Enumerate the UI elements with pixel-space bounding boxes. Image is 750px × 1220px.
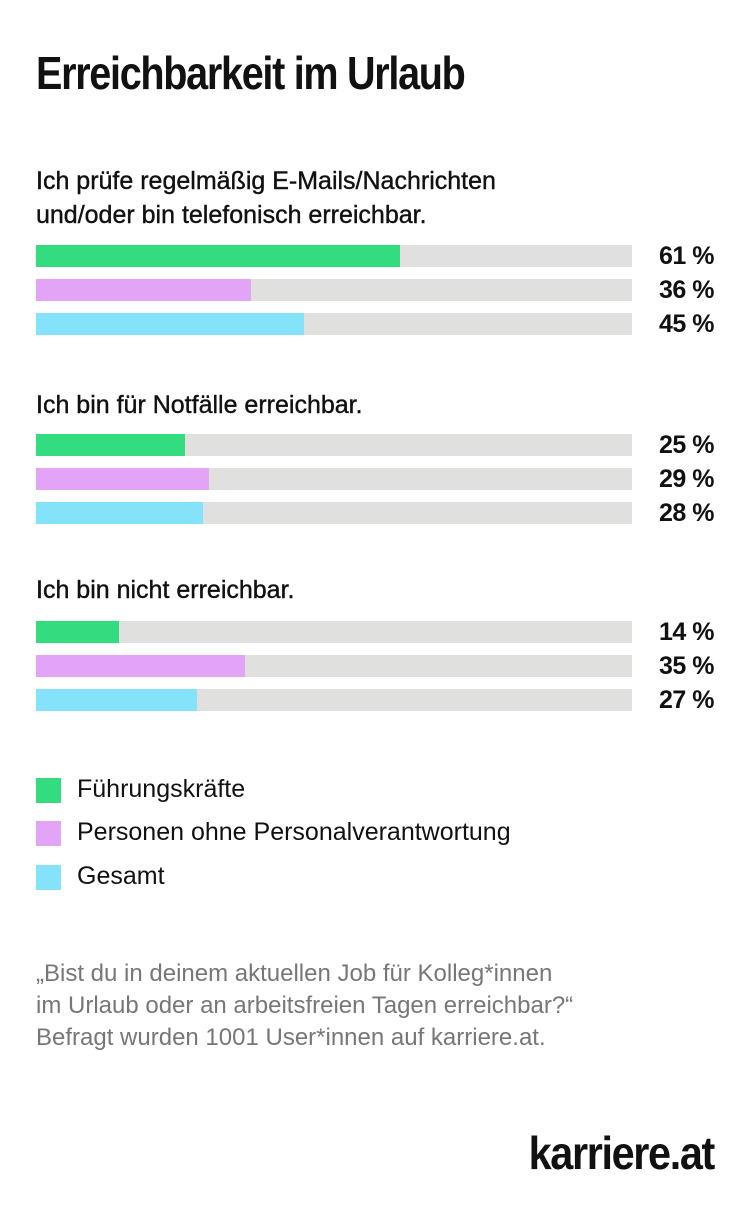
bar (36, 689, 197, 711)
survey-note-line: Befragt wurden 1001 User*innen auf karri… (36, 1024, 546, 1051)
survey-note-line: im Urlaub oder an arbeitsfreien Tagen er… (36, 992, 574, 1019)
group-title-line: Ich prüfe regelmäßig E-Mails/Nachrichten (36, 167, 496, 195)
bar-value-label: 36 % (659, 276, 714, 304)
bar-track (36, 655, 632, 677)
chart-title: Erreichbarkeit im Urlaub (36, 47, 466, 99)
bar-track (36, 689, 632, 711)
bar (36, 279, 251, 301)
bar-track (36, 502, 632, 524)
bar-track (36, 434, 632, 456)
bar (36, 621, 119, 643)
legend-swatch (36, 865, 61, 890)
bar (36, 245, 400, 267)
legend-label: Führungskräfte (77, 775, 246, 803)
brand-logo: karriere.at (528, 1127, 716, 1179)
bar (36, 468, 209, 490)
survey-note: „Bist du in deinem aktuellen Job für Kol… (36, 958, 726, 1054)
bar-track (36, 313, 632, 335)
bar-value-label: 14 % (659, 618, 714, 646)
bar-value-label: 25 % (659, 431, 714, 459)
bar-value-label: 35 % (659, 652, 714, 680)
bar-track (36, 468, 632, 490)
bar-value-label: 27 % (659, 686, 714, 714)
bar (36, 313, 304, 335)
group-title-line: Ich bin für Notfälle erreichbar. (36, 391, 363, 419)
bar-track (36, 245, 632, 267)
bar-value-label: 29 % (659, 465, 714, 493)
bar (36, 502, 203, 524)
bar-value-label: 28 % (659, 499, 714, 527)
bar (36, 434, 185, 456)
bar-value-label: 61 % (659, 242, 714, 270)
legend-swatch (36, 778, 61, 803)
legend-label: Personen ohne Personalverantwortung (77, 818, 511, 846)
group-title-line: und/oder bin telefonisch erreichbar. (36, 201, 427, 229)
bar-track (36, 279, 632, 301)
survey-note-line: „Bist du in deinem aktuellen Job für Kol… (36, 960, 553, 987)
bar-value-label: 45 % (659, 310, 714, 338)
group-title: Ich bin für Notfälle erreichbar. (36, 388, 676, 422)
bar (36, 655, 245, 677)
legend-label: Gesamt (77, 862, 165, 890)
bar-track (36, 621, 632, 643)
group-title-line: Ich bin nicht erreichbar. (36, 576, 295, 604)
group-title: Ich bin nicht erreichbar. (36, 573, 676, 607)
legend-swatch (36, 821, 61, 846)
group-title: Ich prüfe regelmäßig E-Mails/Nachrichten… (36, 164, 676, 232)
